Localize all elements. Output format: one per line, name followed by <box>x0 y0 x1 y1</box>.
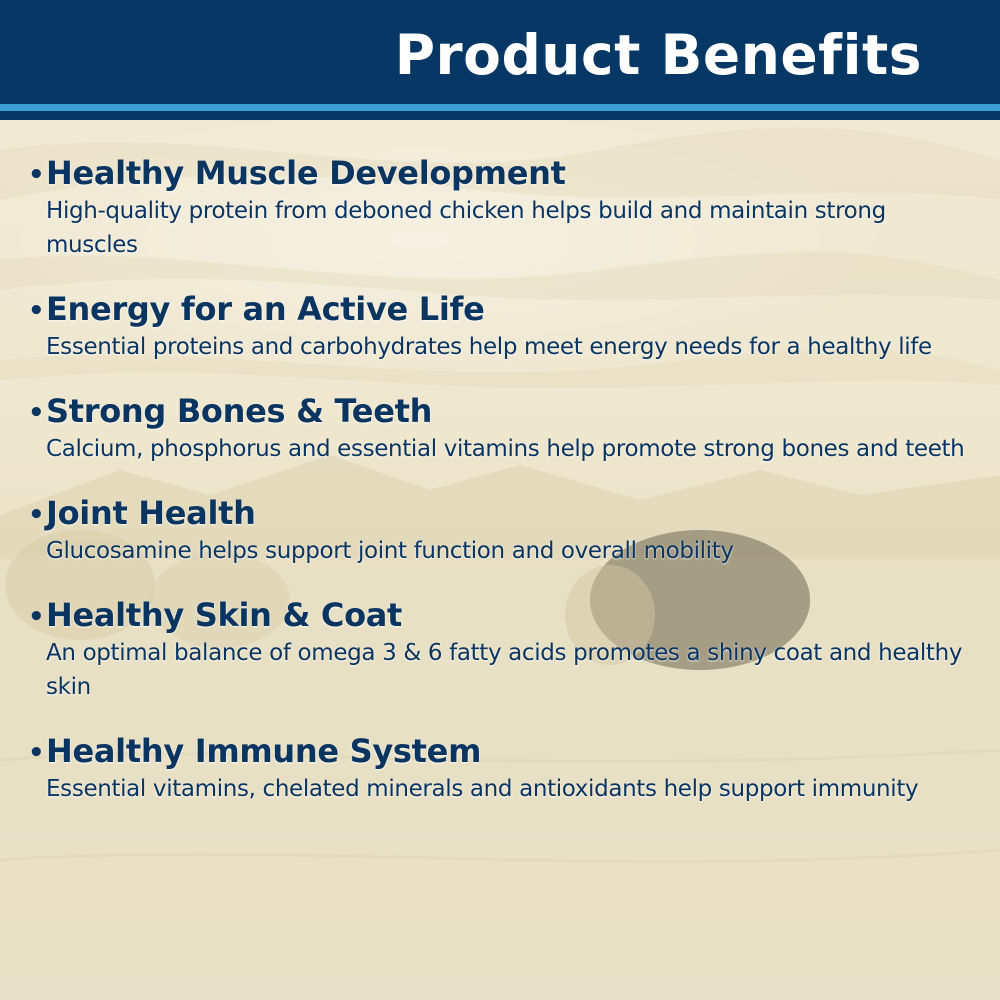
bullet-icon: • <box>28 500 45 530</box>
benefit-description: High-quality protein from deboned chicke… <box>46 198 886 258</box>
bullet-icon: • <box>28 738 45 768</box>
bullet-icon: • <box>28 602 45 632</box>
header-bottom-stripe <box>0 111 1000 120</box>
page-title: Product Benefits <box>394 23 922 87</box>
benefit-title: Healthy Skin & Coat <box>46 596 403 634</box>
header-accent-stripe <box>0 104 1000 111</box>
benefit-title: Energy for an Active Life <box>46 290 485 328</box>
benefit-item-bones: • Strong Bones & Teeth Calcium, phosphor… <box>28 390 978 466</box>
benefit-title: Healthy Muscle Development <box>46 154 566 192</box>
benefits-list: • Healthy Muscle Development High-qualit… <box>28 152 978 832</box>
benefit-description: Essential vitamins, chelated minerals an… <box>46 776 919 802</box>
benefit-description: An optimal balance of omega 3 & 6 fatty … <box>46 640 963 700</box>
benefit-item-energy: • Energy for an Active Life Essential pr… <box>28 288 978 364</box>
benefit-item-immune: • Healthy Immune System Essential vitami… <box>28 730 978 806</box>
benefit-title: Joint Health <box>46 494 256 532</box>
benefit-description: Glucosamine helps support joint function… <box>46 538 734 564</box>
benefit-description: Essential proteins and carbohydrates hel… <box>46 334 932 360</box>
header-banner: Product Benefits <box>0 0 1000 104</box>
benefit-item-skin-coat: • Healthy Skin & Coat An optimal balance… <box>28 594 978 704</box>
bullet-icon: • <box>28 296 45 326</box>
benefit-item-muscle: • Healthy Muscle Development High-qualit… <box>28 152 978 262</box>
bullet-icon: • <box>28 398 45 428</box>
benefit-item-joint: • Joint Health Glucosamine helps support… <box>28 492 978 568</box>
benefit-description: Calcium, phosphorus and essential vitami… <box>46 436 965 462</box>
bullet-icon: • <box>28 160 45 190</box>
benefit-title: Strong Bones & Teeth <box>46 392 433 430</box>
benefit-title: Healthy Immune System <box>46 732 482 770</box>
